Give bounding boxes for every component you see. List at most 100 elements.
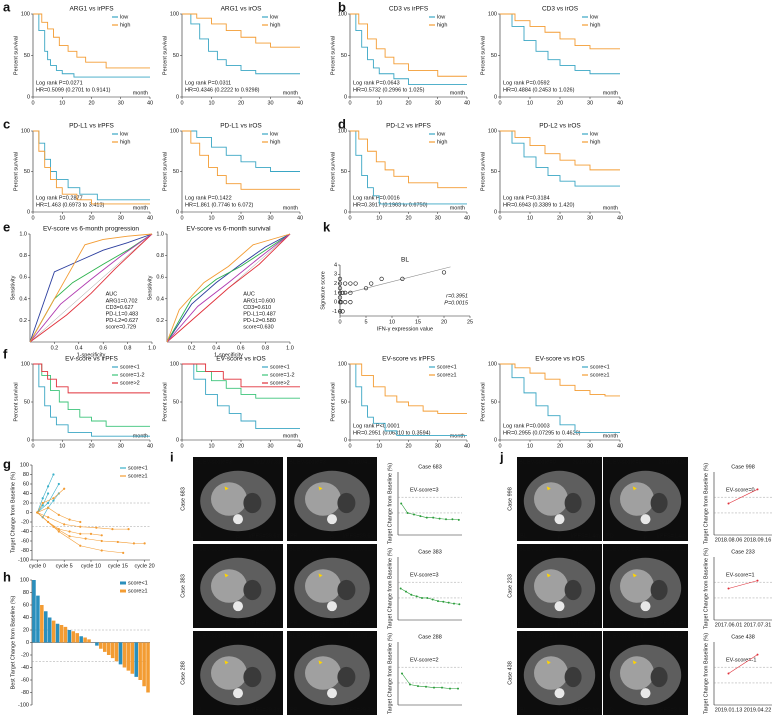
ct-arrow [318,573,323,578]
roc-curve [29,233,153,343]
y-tick-label: 0 [334,300,337,306]
y-tick-label: 50 [341,399,347,405]
case-point [437,600,439,603]
ct-organ [305,569,341,603]
spider-point [41,501,44,505]
y-tick-label: 0 [176,94,179,100]
bar [40,605,44,643]
ct-image [603,457,688,541]
x-tick-label: 0 [498,100,501,106]
bar [110,642,115,659]
y-tick-label: 0 [27,94,30,100]
bar [51,620,56,643]
ct-image [193,631,283,715]
point [348,290,353,295]
x-tick-label: 2019.01.13 [715,707,743,713]
spider-point [46,492,50,495]
bar [43,611,48,643]
x-axis-label: month [283,90,298,96]
legend-label: high [270,22,280,28]
ct-image [517,544,602,628]
x-tick-label: 0.6 [237,345,245,351]
x-tick-label: 30 [435,443,441,449]
ct-spine [327,688,337,699]
case-point [458,603,461,606]
case-point [442,600,445,603]
point [379,276,384,282]
ct-image [287,457,377,541]
spider-point [57,482,60,486]
spider-point [52,499,55,502]
response-label: BL [520,533,527,539]
x-tick-label: 40 [464,100,470,106]
bar [106,642,111,655]
y-tick-label: 80 [23,590,29,596]
chart-title: Case 288 [418,634,442,640]
bar [83,637,87,643]
case-point [457,518,460,521]
y-tick-label: -60 [21,677,29,683]
y-tick-label: -60 [21,538,29,544]
case-label: Case 233 [507,574,513,598]
x-tick-label: 10 [59,100,65,106]
x-tick-label: 40 [147,215,153,221]
ct-organ [211,656,247,690]
x-tick-label: 10 [376,100,382,106]
orientation-label: P [236,622,240,628]
y-tick-label: 50 [24,399,30,405]
spider-point [46,501,50,505]
spider-point [79,544,82,547]
annotation: HR=0.3917 (0.1963 to 0.6750) [353,202,428,208]
x-tick-label: 0.8 [262,345,270,351]
y-axis-label: Percent survival [162,382,168,421]
y-tick-label: 0 [176,209,179,215]
y-axis-label: Percent survival [480,152,486,191]
x-tick-label: 30 [267,443,273,449]
spider-point [79,532,82,535]
annotation: HR=1.861 (0.7746 to 6.072) [185,202,254,208]
spider-point [57,530,60,533]
ct-spine [640,514,651,525]
x-tick-label: 0 [31,215,34,221]
y-tick-label: 50 [341,169,347,175]
image-date: 2018.03.19 [253,546,281,552]
y-axis-label: Percent survival [480,382,486,421]
chart-title: PD-L2 vs irPFS [386,123,431,130]
panel-letter: e [3,219,10,234]
survival-curve [33,130,150,205]
x-tick-label: 0.4 [75,345,83,351]
x-tick-label: 2019.04.22 [744,707,772,713]
y-axis-label: Target Change from Baseline (%) [387,633,393,714]
panel-letter: d [338,116,346,131]
y-tick-label: 50 [491,169,497,175]
case-point [756,579,759,582]
point [340,290,345,295]
ct-organ [620,656,654,690]
point [343,290,348,295]
y-axis-label: Percent survival [13,36,19,75]
ct-arrow [224,660,229,665]
point [337,309,343,314]
y-tick-label: 100 [170,11,179,17]
annotation: Log rank P=0.1422 [185,195,232,201]
ct-spine [327,514,337,525]
bar [138,642,142,680]
ct-organ [305,656,341,690]
ct-organ [564,666,582,688]
ct-organ [337,666,356,688]
ct-image [603,544,688,628]
pfs-label: irPFS=1.4m [571,533,601,539]
x-tick-label: 40 [297,215,303,221]
y-tick-label: 0 [494,437,497,443]
ct-organ [243,492,262,514]
survival-curve [500,13,620,50]
spider-point [79,525,82,528]
case-line [401,673,458,689]
pfs-label: irPFS=1.4m [657,620,687,626]
legend-title: AUC [243,291,255,297]
annotation: Log rank P=0.0003 [503,423,550,429]
image-date: 2019.04.19 [347,459,375,465]
y-tick-label: 100 [20,462,29,468]
x-axis-label: month [450,90,465,96]
y-axis-label: Percent survival [162,152,168,191]
